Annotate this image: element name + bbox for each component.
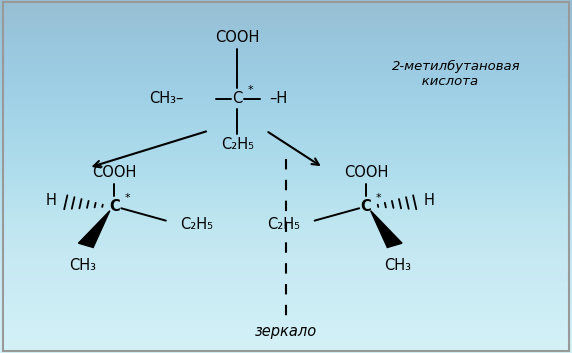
Text: H: H bbox=[423, 193, 435, 208]
Text: COOH: COOH bbox=[344, 166, 388, 180]
Text: CH₃–: CH₃– bbox=[149, 91, 183, 106]
Text: *: * bbox=[247, 85, 253, 95]
Text: C₂H₅: C₂H₅ bbox=[180, 217, 213, 232]
Text: C₂H₅: C₂H₅ bbox=[267, 217, 300, 232]
Text: зеркало: зеркало bbox=[255, 324, 317, 339]
Text: *: * bbox=[124, 193, 130, 203]
Text: *: * bbox=[376, 193, 382, 203]
Polygon shape bbox=[78, 211, 110, 247]
Text: COOH: COOH bbox=[92, 166, 137, 180]
Text: H: H bbox=[46, 193, 57, 208]
Text: C: C bbox=[109, 199, 120, 214]
Text: –H: –H bbox=[269, 91, 287, 106]
Polygon shape bbox=[371, 211, 402, 247]
Text: CH₃: CH₃ bbox=[69, 258, 97, 273]
Text: C: C bbox=[361, 199, 371, 214]
Text: C: C bbox=[232, 91, 243, 106]
Text: C₂H₅: C₂H₅ bbox=[221, 137, 254, 152]
Text: CH₃: CH₃ bbox=[384, 258, 411, 273]
Text: 2-метилбутановая
       кислота: 2-метилбутановая кислота bbox=[392, 60, 521, 88]
Text: COOH: COOH bbox=[215, 30, 260, 44]
